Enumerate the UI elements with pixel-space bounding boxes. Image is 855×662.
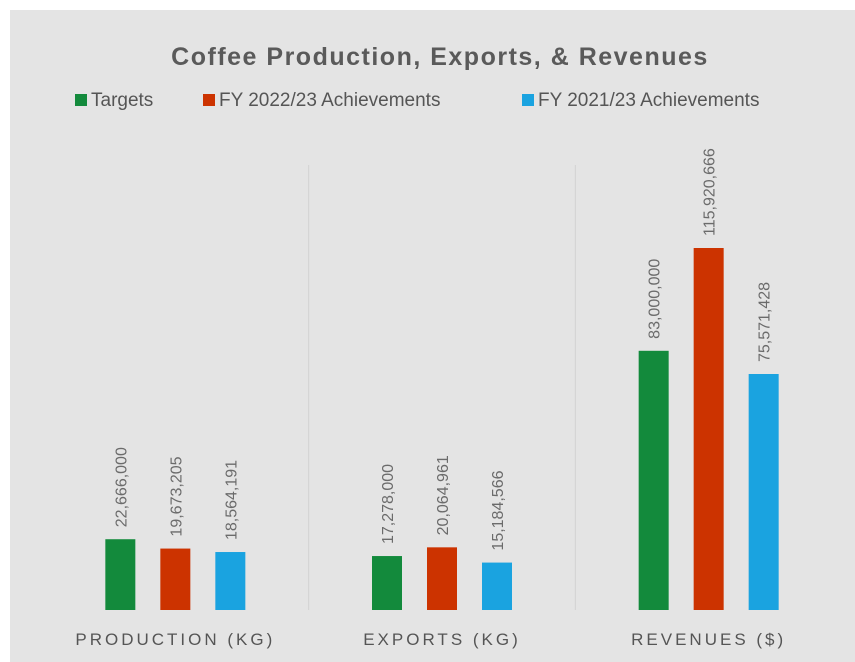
bar-exports-kg-fy-2021-23-achievements — [482, 562, 512, 610]
category-label-exports-kg: EXPORTS (KG) — [363, 630, 521, 649]
data-label-production-kg-targets: 22,666,000 — [113, 447, 130, 527]
data-label-revenues-targets: 83,000,000 — [647, 259, 664, 339]
data-label-revenues-fy-2022-23-achievements: 115,920,666 — [702, 148, 719, 236]
bar-production-kg-fy-2022-23-achievements — [160, 548, 191, 610]
chart-title: Coffee Production, Exports, & Revenues — [171, 43, 709, 71]
chart-svg: Coffee Production, Exports, & Revenues T… — [75, 43, 786, 649]
legend-label-fy-2021-23-achievements: FY 2021/23 Achievements — [538, 90, 759, 111]
bar-production-kg-fy-2021-23-achievements — [215, 552, 246, 610]
legend-swatch-fy-2021-23-achievements — [522, 94, 534, 106]
bar-revenues-targets — [638, 350, 669, 610]
bar-revenues-fy-2021-23-achievements — [748, 374, 779, 610]
chart-legend: Targets FY 2022/23 Achievements FY 2021/23… — [75, 90, 759, 111]
bar-revenues-fy-2022-23-achievements — [693, 248, 724, 610]
legend-swatch-targets — [75, 94, 87, 106]
category-labels-group: PRODUCTION (KG) EXPORTS (KG) REVENUES ($) — [75, 630, 786, 649]
chart-frame: Coffee Production, Exports, & Revenues T… — [10, 10, 855, 662]
legend-label-targets: Targets — [91, 90, 153, 111]
category-dividers — [308, 165, 576, 610]
bars-group — [105, 248, 779, 610]
category-label-production-kg: PRODUCTION (KG) — [75, 630, 275, 649]
data-label-exports-kg-targets: 17,278,000 — [380, 464, 397, 544]
bar-exports-kg-fy-2022-23-achievements — [427, 547, 457, 610]
data-label-revenues-fy-2021-23-achievements: 75,571,428 — [757, 282, 774, 362]
bar-exports-kg-targets — [372, 556, 402, 610]
category-label-revenues: REVENUES ($) — [631, 630, 786, 649]
data-label-exports-kg-fy-2021-23-achievements: 15,184,566 — [490, 470, 507, 550]
data-label-production-kg-fy-2022-23-achievements: 19,673,205 — [168, 456, 185, 536]
data-label-exports-kg-fy-2022-23-achievements: 20,064,961 — [435, 455, 452, 535]
data-label-production-kg-fy-2021-23-achievements: 18,564,191 — [223, 460, 240, 540]
value-labels-group: 22,666,000 19,673,205 18,564,191 17,278,000… — [113, 148, 773, 550]
legend-swatch-fy-2022-23-achievements — [203, 94, 215, 106]
bar-production-kg-targets — [105, 539, 136, 610]
legend-label-fy-2022-23-achievements: FY 2022/23 Achievements — [219, 90, 440, 111]
